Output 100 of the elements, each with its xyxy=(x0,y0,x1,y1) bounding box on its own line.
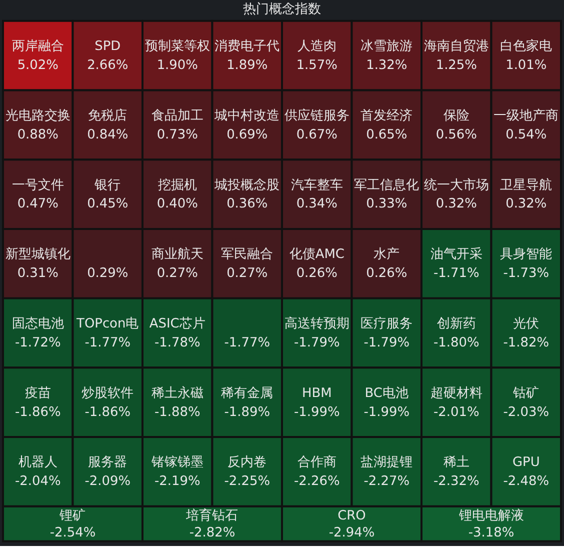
data-label: 0.65% xyxy=(366,127,408,142)
data-label: 0.26% xyxy=(366,266,408,282)
category-label: 一级地产商 xyxy=(494,108,559,124)
data-label: 0.69% xyxy=(226,127,268,142)
category-label: 盐湖提锂 xyxy=(360,455,413,470)
category-label: 挖掘机 xyxy=(158,178,197,193)
data-label: -1.73% xyxy=(503,266,550,282)
data-label: -2.03% xyxy=(503,404,550,420)
data-label: -1.78% xyxy=(154,335,200,350)
data-label: -2.26% xyxy=(294,474,340,490)
category-label: 锂矿 xyxy=(58,508,86,524)
category-label: 两岸融合 xyxy=(12,39,64,54)
data-label: -1.88% xyxy=(154,404,200,420)
category-label: 疫苗 xyxy=(24,386,51,401)
category-label: 超硬材料 xyxy=(430,386,482,401)
data-label: 1.32% xyxy=(366,58,408,74)
data-label: 0.47% xyxy=(17,196,58,212)
category-label: 固态电池 xyxy=(12,316,64,332)
category-label: 合作商 xyxy=(297,455,336,470)
category-label: 冰雪旅游 xyxy=(360,39,413,54)
category-label: 城中村改造 xyxy=(214,108,280,124)
data-label: 1.01% xyxy=(506,58,547,74)
data-label: -2.54% xyxy=(50,525,96,540)
category-label: BC电池 xyxy=(364,386,408,401)
category-label: 具身智能 xyxy=(500,247,552,262)
category-label: 炒股软件 xyxy=(82,386,134,401)
data-label: -1.80% xyxy=(433,335,480,350)
category-label: 消费电子代 xyxy=(214,39,280,54)
data-label: 0.45% xyxy=(87,196,128,212)
data-label: -1.72% xyxy=(14,335,61,350)
data-label: -2.25% xyxy=(224,474,270,490)
category-label: GPU xyxy=(512,455,540,470)
category-label: 卫星导航 xyxy=(500,178,552,193)
category-label: 钴矿 xyxy=(512,386,540,401)
category-label: HBM xyxy=(302,386,332,401)
category-label: 油气开采 xyxy=(430,247,482,262)
category-label: 稀土 xyxy=(443,455,470,470)
data-label: 0.32% xyxy=(436,196,477,212)
category-label: 白色家电 xyxy=(500,38,552,54)
data-label: -1.79% xyxy=(294,335,340,350)
data-label: -2.19% xyxy=(154,474,200,490)
category-label: 城投概念股 xyxy=(214,178,280,193)
category-label: 汽车整车 xyxy=(290,178,343,193)
data-label: 0.27% xyxy=(156,266,198,282)
category-label: 预制菜等权 xyxy=(144,39,210,54)
data-label: 1.57% xyxy=(296,58,338,74)
data-label: -2.48% xyxy=(503,474,550,490)
data-label: 0.40% xyxy=(156,196,198,212)
data-label: 1.89% xyxy=(226,58,268,74)
data-label: -1.89% xyxy=(224,404,270,420)
data-label: -2.09% xyxy=(84,474,131,490)
category-label: 新型城镇化 xyxy=(5,247,70,262)
category-label: 水产 xyxy=(374,247,400,262)
category-label: 医疗服务 xyxy=(360,316,413,332)
category-label: 高送转预期 xyxy=(284,316,350,332)
category-label: 机器人 xyxy=(18,455,58,470)
data-label: -1.71% xyxy=(433,266,480,282)
category-label: 一号文件 xyxy=(12,178,64,193)
category-label: 稀有金属 xyxy=(221,386,274,401)
category-label: TOPcon电 xyxy=(76,316,139,332)
data-label: 0.31% xyxy=(17,266,58,282)
data-label: -2.82% xyxy=(189,525,236,540)
data-label: 2.66% xyxy=(87,58,128,74)
data-label: -1.99% xyxy=(364,404,410,420)
data-label: 0.36% xyxy=(226,196,268,212)
data-label: -1.82% xyxy=(503,335,550,350)
data-label: -2.94% xyxy=(328,525,375,540)
category-label: 首发经济 xyxy=(360,108,413,124)
category-label: 化债AMC xyxy=(289,247,344,262)
data-label: -2.04% xyxy=(14,474,61,490)
category-label: 培育钻石 xyxy=(185,507,238,524)
category-label: 光伏 xyxy=(513,316,540,332)
data-label: -1.77% xyxy=(224,335,270,350)
data-label: -2.32% xyxy=(433,474,480,490)
category-label: 银行 xyxy=(94,178,121,193)
data-label: 0.54% xyxy=(506,127,547,142)
category-label: ASIC芯片 xyxy=(149,316,206,332)
data-label: -1.79% xyxy=(364,335,410,350)
data-label: 0.33% xyxy=(366,196,408,212)
data-label: 1.90% xyxy=(156,58,198,74)
category-label: 反内卷 xyxy=(228,455,267,470)
category-label: 创新药 xyxy=(436,316,476,332)
category-label: 食品加工 xyxy=(151,108,204,124)
data-label: 1.25% xyxy=(436,58,477,74)
data-label: -1.77% xyxy=(84,335,131,350)
category-label: 服务器 xyxy=(88,455,128,470)
data-label: 0.26% xyxy=(296,266,338,282)
category-label: 锗镓锑墨 xyxy=(150,455,204,470)
data-label: 0.84% xyxy=(87,127,128,142)
data-label: 0.29% xyxy=(87,266,128,282)
category-label: 锂电电解液 xyxy=(458,508,524,524)
category-label: 供应链服务 xyxy=(284,107,350,124)
category-label: 军工信息化 xyxy=(354,178,420,193)
data-label: 0.56% xyxy=(436,127,477,142)
category-label: 光电路交换 xyxy=(5,107,70,124)
data-label: 0.32% xyxy=(506,196,547,212)
data-label: 0.88% xyxy=(17,127,58,142)
category-label: 军民融合 xyxy=(221,247,274,262)
data-label: 0.67% xyxy=(296,127,338,142)
category-label: 统一大市场 xyxy=(424,178,489,193)
